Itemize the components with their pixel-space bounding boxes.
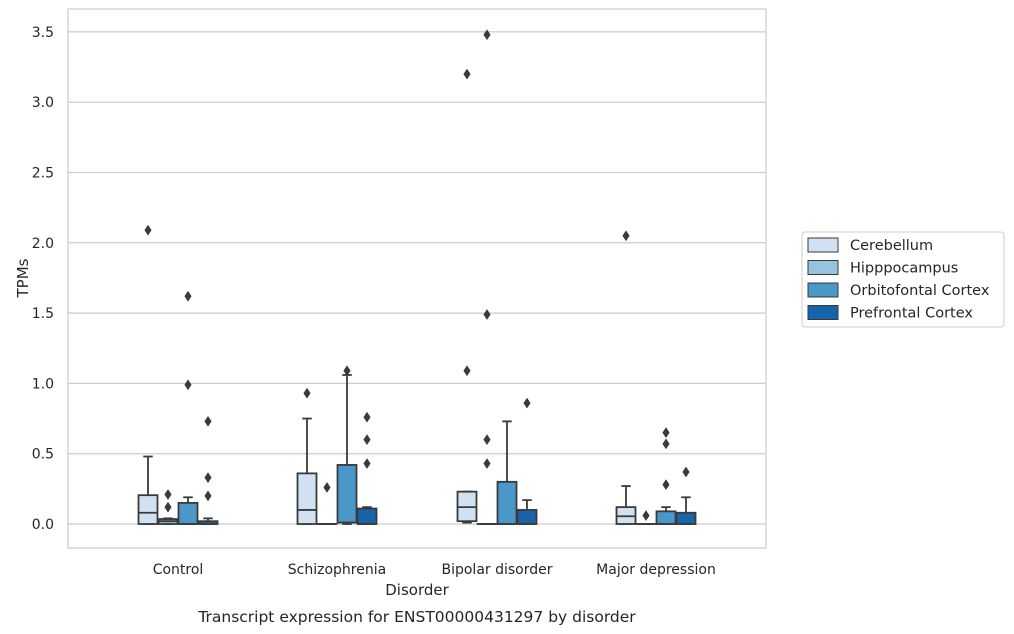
y-axis-label: TPMs [14, 258, 32, 298]
box-plot [496, 420, 518, 525]
outlier-point [184, 379, 192, 391]
legend-frame [801, 231, 1005, 328]
legend-label: Hipppocampus [850, 261, 958, 277]
legend-swatch [807, 282, 839, 298]
box-body [655, 510, 677, 525]
legend: Cerebellum Hipppocampus Orbitofontal Corte… [801, 231, 1005, 328]
box-plot [137, 224, 159, 525]
outlier-point [682, 466, 690, 478]
outlier-point [343, 365, 351, 377]
x-axis-ticks: Control Schizophrenia Bipolar disorder Majo… [153, 562, 716, 578]
outlier-point [483, 434, 491, 446]
outlier-point [483, 29, 491, 41]
outlier-point [483, 309, 491, 320]
box-plots [137, 29, 697, 525]
box-plot [296, 387, 318, 525]
x-tick-label: Schizophrenia [288, 562, 386, 578]
outlier-point [303, 387, 311, 399]
outlier-point [144, 224, 152, 236]
outlier-point [204, 472, 212, 484]
box-plot [197, 415, 219, 525]
box-body [516, 509, 538, 525]
x-axis-label: Disorder [385, 581, 449, 599]
y-tick-label: 1.5 [32, 306, 54, 322]
legend-swatch [807, 260, 839, 275]
x-tick-label: Control [153, 562, 204, 578]
box-plot [316, 481, 338, 525]
legend-swatch [807, 305, 839, 320]
outlier-point [363, 434, 371, 446]
outlier-point [204, 490, 212, 502]
box-plot [675, 466, 697, 525]
box-plot [635, 510, 657, 525]
legend-label: Orbitofontal Cortex [850, 283, 990, 299]
figure-caption: Transcript expression for ENST0000043129… [197, 608, 636, 626]
y-tick-label: 0.0 [32, 517, 54, 533]
outlier-point [363, 411, 371, 423]
y-axis-ticks: 0.0 0.5 1.0 1.5 2.0 2.5 3.0 3.5 [32, 25, 54, 533]
y-tick-label: 2.5 [32, 166, 54, 182]
legend-label: Cerebellum [850, 238, 933, 254]
y-tick-label: 2.0 [32, 236, 54, 252]
outlier-point [622, 230, 630, 242]
outlier-point [164, 489, 172, 500]
outlier-point [204, 415, 212, 427]
outlier-point [523, 397, 531, 409]
box-body [356, 507, 378, 525]
gridlines [68, 31, 766, 525]
outlier-point [184, 290, 192, 302]
box-body [675, 511, 697, 525]
box-body [296, 472, 318, 525]
x-tick-label: Bipolar disorder [441, 562, 552, 578]
x-tick-label: Major depression [596, 562, 716, 578]
outlier-point [642, 510, 650, 522]
y-tick-label: 3.5 [32, 25, 54, 41]
box-body [177, 502, 199, 525]
outlier-point [662, 438, 670, 450]
box-plot [356, 411, 378, 525]
box-body [137, 494, 159, 525]
box-plot [615, 230, 637, 525]
outlier-point [323, 481, 331, 493]
outlier-point [363, 458, 371, 469]
box-plot [476, 29, 498, 525]
outlier-point [662, 427, 670, 439]
box-plot [516, 397, 538, 525]
box-plot [655, 427, 677, 525]
y-tick-label: 3.0 [32, 95, 54, 111]
box-body [336, 464, 358, 524]
legend-label: Prefrontal Cortex [850, 306, 973, 322]
y-tick-label: 1.0 [32, 376, 54, 392]
outlier-point [662, 479, 670, 491]
outlier-point [463, 365, 471, 377]
outlier-point [164, 501, 172, 513]
plot-area-frame [67, 8, 767, 549]
legend-swatch [807, 237, 839, 253]
outlier-point [483, 458, 491, 469]
y-tick-label: 0.5 [32, 447, 54, 463]
box-plot [157, 489, 179, 525]
box-plot [456, 68, 478, 524]
box-plot [177, 290, 199, 525]
box-body [496, 480, 518, 525]
box-plot [336, 365, 358, 525]
outlier-point [463, 68, 471, 80]
